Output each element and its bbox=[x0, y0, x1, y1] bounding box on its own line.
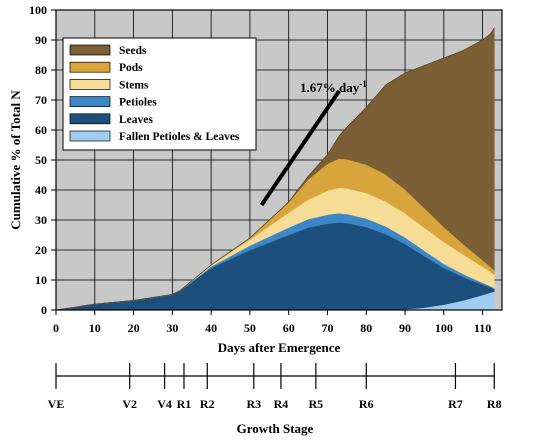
stage-label: R4 bbox=[274, 397, 289, 411]
stacked-areas bbox=[55, 26, 495, 311]
legend-swatch bbox=[69, 61, 111, 73]
stage-label: V2 bbox=[122, 397, 137, 411]
x-tick-label: 70 bbox=[321, 321, 333, 335]
legend-label: Leaves bbox=[119, 114, 153, 126]
stage-label: R5 bbox=[309, 397, 324, 411]
x-axis-title: Days after Emergence bbox=[218, 340, 341, 355]
y-tick-label: 50 bbox=[35, 153, 47, 167]
x-tick-label: 50 bbox=[244, 321, 256, 335]
x-tick-label: 110 bbox=[474, 321, 491, 335]
stage-label: R1 bbox=[177, 397, 192, 411]
legend-swatch bbox=[69, 79, 111, 90]
legend-label: Petioles bbox=[119, 97, 157, 109]
y-tick-label: 90 bbox=[35, 33, 47, 47]
legend-label: Seeds bbox=[119, 45, 147, 57]
y-tick-label: 20 bbox=[35, 243, 47, 257]
axes: 0 10 20 30 40 50 60 70 80 90 100 0 10 20 30 40 50 60 70 80 9… bbox=[29, 3, 503, 335]
y-tick-label: 30 bbox=[35, 213, 47, 227]
legend: Seeds Pods Stems Petioles Leaves Fallen Petio… bbox=[62, 37, 257, 151]
x-tick-label: 80 bbox=[360, 321, 372, 335]
x-tick-label: 90 bbox=[399, 321, 411, 335]
legend-label: Pods bbox=[119, 62, 143, 74]
y-tick-label: 70 bbox=[35, 93, 47, 107]
stage-label: VE bbox=[48, 397, 65, 411]
x-tick-label: 40 bbox=[205, 321, 217, 335]
growth-stage-axis: VE V2 V4 R1 R2 R3 R4 R5 R6 R7 R8 Growth Stage bbox=[48, 363, 502, 436]
area-outline bbox=[55, 27, 495, 311]
legend-label: Stems bbox=[119, 79, 149, 91]
y-axis-title: Cumulative % of Total N bbox=[8, 90, 23, 230]
y-tick-label: 80 bbox=[35, 63, 47, 77]
growth-stage-title: Growth Stage bbox=[237, 421, 314, 436]
stage-label: R6 bbox=[359, 397, 374, 411]
stage-label: V4 bbox=[157, 397, 172, 411]
stage-label: R3 bbox=[246, 397, 261, 411]
legend-swatch bbox=[69, 113, 111, 125]
rate-label: 1.67% day-1 bbox=[300, 79, 367, 95]
y-tick-label: 60 bbox=[35, 123, 47, 137]
legend-swatch bbox=[69, 96, 111, 107]
x-tick-label: 0 bbox=[53, 321, 59, 335]
x-tick-label: 60 bbox=[283, 321, 295, 335]
stage-label: R8 bbox=[487, 397, 502, 411]
legend-label: Fallen Petioles & Leaves bbox=[119, 131, 240, 143]
stage-label: R7 bbox=[448, 397, 463, 411]
legend-swatch bbox=[69, 44, 111, 56]
x-tick-label: 10 bbox=[89, 321, 101, 335]
y-tick-label: 100 bbox=[29, 3, 47, 17]
stage-label: R2 bbox=[200, 397, 215, 411]
rate-annotation: 1.67% day-1 bbox=[259, 79, 367, 207]
y-tick-label: 40 bbox=[35, 183, 47, 197]
x-tick-label: 20 bbox=[128, 321, 140, 335]
x-tick-label: 100 bbox=[435, 321, 453, 335]
y-tick-label: 0 bbox=[41, 303, 47, 317]
y-tick-label: 10 bbox=[35, 273, 47, 287]
rate-line bbox=[259, 89, 341, 207]
legend-swatch bbox=[69, 130, 111, 142]
x-tick-label: 30 bbox=[166, 321, 178, 335]
